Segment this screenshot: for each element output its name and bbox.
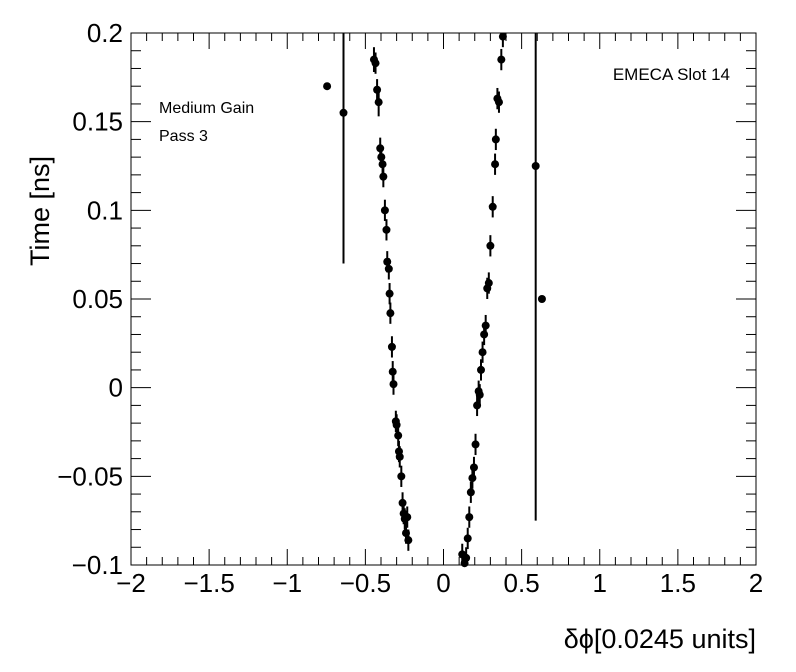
data-point	[371, 59, 380, 68]
data-point	[323, 82, 332, 91]
data-point	[395, 452, 404, 461]
data-point	[462, 553, 471, 562]
y-axis-title: Time [ns]	[25, 156, 55, 266]
y-tick-label: −0.1	[72, 550, 123, 580]
data-point	[473, 401, 482, 410]
pass-annotation: Pass 3	[159, 128, 208, 145]
data-point	[491, 160, 500, 169]
gain-annotation: Medium Gain	[159, 100, 254, 117]
axis-ticks	[130, 32, 757, 566]
x-tick-label: 1	[593, 568, 607, 598]
data-point	[339, 108, 348, 117]
data-point	[478, 348, 487, 357]
data-point	[382, 225, 391, 234]
data-point	[491, 135, 500, 144]
x-tick-label: −1.5	[183, 568, 234, 598]
x-tick-labels: −2 −1.5 −1 −0.5 0 0.5 1 1.5 2	[116, 568, 763, 598]
data-point	[465, 513, 474, 522]
x-axis-title: δϕ[0.0245 units]	[564, 624, 756, 654]
data-point	[384, 264, 393, 273]
x-tick-label: 1.5	[660, 568, 696, 598]
data-point	[537, 295, 546, 303]
data-point	[469, 463, 478, 472]
data-point	[475, 390, 484, 399]
data-point	[379, 172, 388, 181]
error-bars	[342, 33, 537, 565]
data-point	[389, 380, 398, 389]
data-point	[383, 257, 392, 266]
data-point	[484, 279, 493, 288]
y-tick-labels: −0.1 −0.05 0 0.05 0.1 0.15 0.2	[57, 18, 123, 580]
y-tick-label: 0.15	[72, 107, 123, 137]
data-points	[323, 32, 546, 568]
x-tick-label: 2	[749, 568, 763, 598]
data-point	[397, 472, 406, 481]
data-point	[481, 321, 490, 330]
data-point	[477, 365, 485, 374]
data-point	[466, 488, 475, 497]
data-point	[471, 440, 480, 449]
y-tick-label: 0.05	[72, 284, 123, 314]
y-tick-label: 0.2	[87, 18, 123, 48]
data-point	[404, 536, 413, 545]
data-point	[463, 534, 472, 543]
data-point	[378, 160, 387, 169]
x-tick-label: −1	[272, 568, 302, 598]
data-point	[403, 513, 412, 522]
data-point	[392, 420, 401, 429]
data-point	[388, 367, 397, 376]
data-point	[380, 206, 389, 215]
data-point	[373, 85, 382, 94]
data-point	[480, 330, 489, 339]
data-point	[468, 474, 477, 483]
slot-annotation: EMECA Slot 14	[613, 65, 730, 84]
data-point	[374, 98, 383, 107]
data-point	[486, 241, 495, 250]
data-point	[531, 162, 540, 170]
data-point	[376, 144, 385, 153]
data-point	[497, 55, 506, 64]
x-tick-label: 0.5	[504, 568, 540, 598]
data-point	[398, 498, 407, 507]
y-tick-label: 0.1	[87, 195, 123, 225]
data-point	[385, 289, 394, 298]
data-point	[494, 98, 503, 107]
data-point	[498, 32, 507, 41]
y-tick-label: −0.05	[57, 461, 123, 491]
data-point	[402, 529, 410, 538]
data-point	[387, 342, 396, 351]
x-tick-label: 0	[436, 568, 450, 598]
x-tick-label: −0.5	[340, 568, 391, 598]
data-point	[488, 202, 497, 211]
data-point	[394, 431, 403, 440]
x-tick-label: −2	[116, 568, 146, 598]
data-point	[377, 153, 386, 162]
y-tick-label: 0	[109, 373, 123, 403]
data-point	[386, 309, 395, 318]
